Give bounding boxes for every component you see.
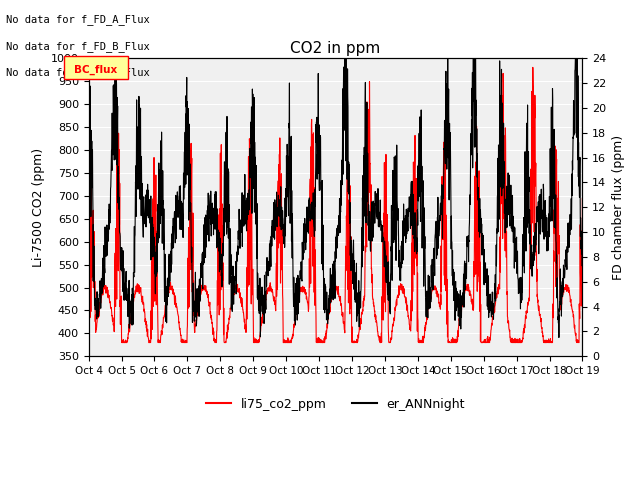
Y-axis label: Li-7500 CO2 (ppm): Li-7500 CO2 (ppm) bbox=[33, 148, 45, 267]
Text: No data for f_FD_C_Flux: No data for f_FD_C_Flux bbox=[6, 67, 150, 78]
Title: CO2 in ppm: CO2 in ppm bbox=[291, 41, 381, 56]
Text: BC_flux: BC_flux bbox=[74, 64, 117, 75]
Text: No data for f_FD_A_Flux: No data for f_FD_A_Flux bbox=[6, 14, 150, 25]
Legend: li75_co2_ppm, er_ANNnight: li75_co2_ppm, er_ANNnight bbox=[201, 393, 470, 416]
Y-axis label: FD chamber flux (ppm): FD chamber flux (ppm) bbox=[612, 135, 625, 280]
Text: No data for f_FD_B_Flux: No data for f_FD_B_Flux bbox=[6, 41, 150, 52]
